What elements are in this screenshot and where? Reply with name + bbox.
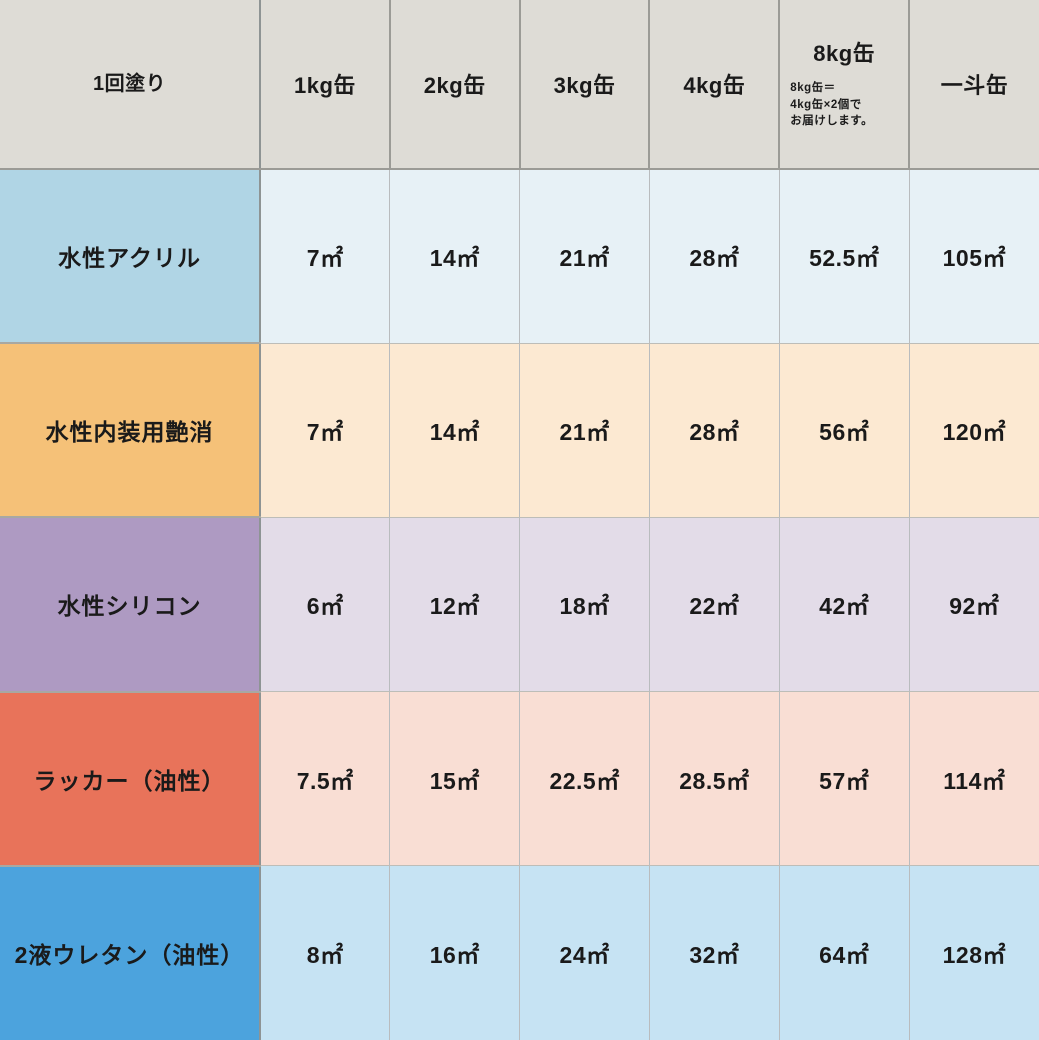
cell-r4-c2: 24㎡ xyxy=(519,865,650,1040)
header-cell-itto: 一斗缶 xyxy=(909,0,1039,170)
cell-r2-c4: 42㎡ xyxy=(779,517,910,693)
cell-r1-c0: 7㎡ xyxy=(260,343,391,518)
cell-r4-c1: 16㎡ xyxy=(389,865,521,1040)
cell-r2-c3: 22㎡ xyxy=(649,517,780,693)
cell-r2-c2: 18㎡ xyxy=(519,517,650,693)
cell-r1-c4: 56㎡ xyxy=(779,343,910,518)
header-title-2kg: 2kg缶 xyxy=(423,72,486,98)
cell-r3-c0: 7.5㎡ xyxy=(260,691,391,867)
cell-r4-c0: 8㎡ xyxy=(260,865,391,1040)
cell-r0-c4: 52.5㎡ xyxy=(779,169,910,344)
header-cell-2kg: 2kg缶 xyxy=(389,0,521,170)
cell-r0-c0: 7㎡ xyxy=(260,169,391,344)
cell-r0-c2: 21㎡ xyxy=(519,169,650,344)
header-title-8kg: 8kg缶 xyxy=(813,40,876,66)
cell-r1-c5: 120㎡ xyxy=(909,343,1039,518)
header-note-8kg: 8kg缶＝ 4kg缶×2個で お届けします。 xyxy=(790,82,874,128)
table-header-row: 1回塗り 1kg缶 2kg缶 3kg缶 4kg缶 xyxy=(0,0,1039,170)
table-row: 水性アクリル 7㎡ 14㎡ 21㎡ 28㎡ 52.5㎡ 105㎡ xyxy=(0,169,1039,345)
table-row: 水性内装用艶消 7㎡ 14㎡ 21㎡ 28㎡ 56㎡ 120㎡ xyxy=(0,343,1039,519)
cell-r4-c4: 64㎡ xyxy=(779,865,910,1040)
row-label-2: 水性シリコン xyxy=(0,517,262,693)
header-title-1kg: 1kg缶 xyxy=(293,72,356,98)
cell-r4-c3: 32㎡ xyxy=(649,865,780,1040)
header-cell-1kg: 1kg缶 xyxy=(260,0,391,170)
header-label-text: 1回塗り xyxy=(92,73,167,95)
cell-r3-c2: 22.5㎡ xyxy=(519,691,650,867)
header-cell-8kg: 8kg缶 8kg缶＝ 4kg缶×2個で お届けします。 xyxy=(779,0,911,170)
cell-r0-c1: 14㎡ xyxy=(389,169,521,344)
header-title-4kg: 4kg缶 xyxy=(683,72,746,98)
header-cell-label-column: 1回塗り xyxy=(0,0,262,170)
cell-r2-c1: 12㎡ xyxy=(389,517,521,693)
table-row: 2液ウレタン（油性） 8㎡ 16㎡ 24㎡ 32㎡ 64㎡ 128㎡ xyxy=(0,865,1039,1040)
table-row: 水性シリコン 6㎡ 12㎡ 18㎡ 22㎡ 42㎡ 92㎡ xyxy=(0,517,1039,693)
cell-r2-c5: 92㎡ xyxy=(909,517,1039,693)
cell-r2-c0: 6㎡ xyxy=(260,517,391,693)
row-label-0: 水性アクリル xyxy=(0,169,262,345)
header-cell-4kg: 4kg缶 xyxy=(649,0,781,170)
row-label-4: 2液ウレタン（油性） xyxy=(0,865,262,1040)
table-body: 水性アクリル 7㎡ 14㎡ 21㎡ 28㎡ 52.5㎡ 105㎡ 水性内装用艶消 7㎡ 14㎡ 21… xyxy=(0,169,1039,1040)
cell-r1-c2: 21㎡ xyxy=(519,343,650,518)
header-title-3kg: 3kg缶 xyxy=(553,72,616,98)
cell-r1-c1: 14㎡ xyxy=(389,343,521,518)
row-label-3: ラッカー（油性） xyxy=(0,691,262,867)
cell-r3-c4: 57㎡ xyxy=(779,691,910,867)
table-row: ラッカー（油性） 7.5㎡ 15㎡ 22.5㎡ 28.5㎡ 57㎡ 114㎡ xyxy=(0,691,1039,867)
cell-r0-c3: 28㎡ xyxy=(649,169,780,344)
cell-r1-c3: 28㎡ xyxy=(649,343,780,518)
cell-r0-c5: 105㎡ xyxy=(909,169,1039,344)
header-title-itto: 一斗缶 xyxy=(940,72,1009,98)
cell-r3-c5: 114㎡ xyxy=(909,691,1039,867)
header-cell-3kg: 3kg缶 xyxy=(519,0,651,170)
cell-r4-c5: 128㎡ xyxy=(909,865,1039,1040)
cell-r3-c1: 15㎡ xyxy=(389,691,521,867)
cell-r3-c3: 28.5㎡ xyxy=(649,691,780,867)
row-label-1: 水性内装用艶消 xyxy=(0,343,262,519)
